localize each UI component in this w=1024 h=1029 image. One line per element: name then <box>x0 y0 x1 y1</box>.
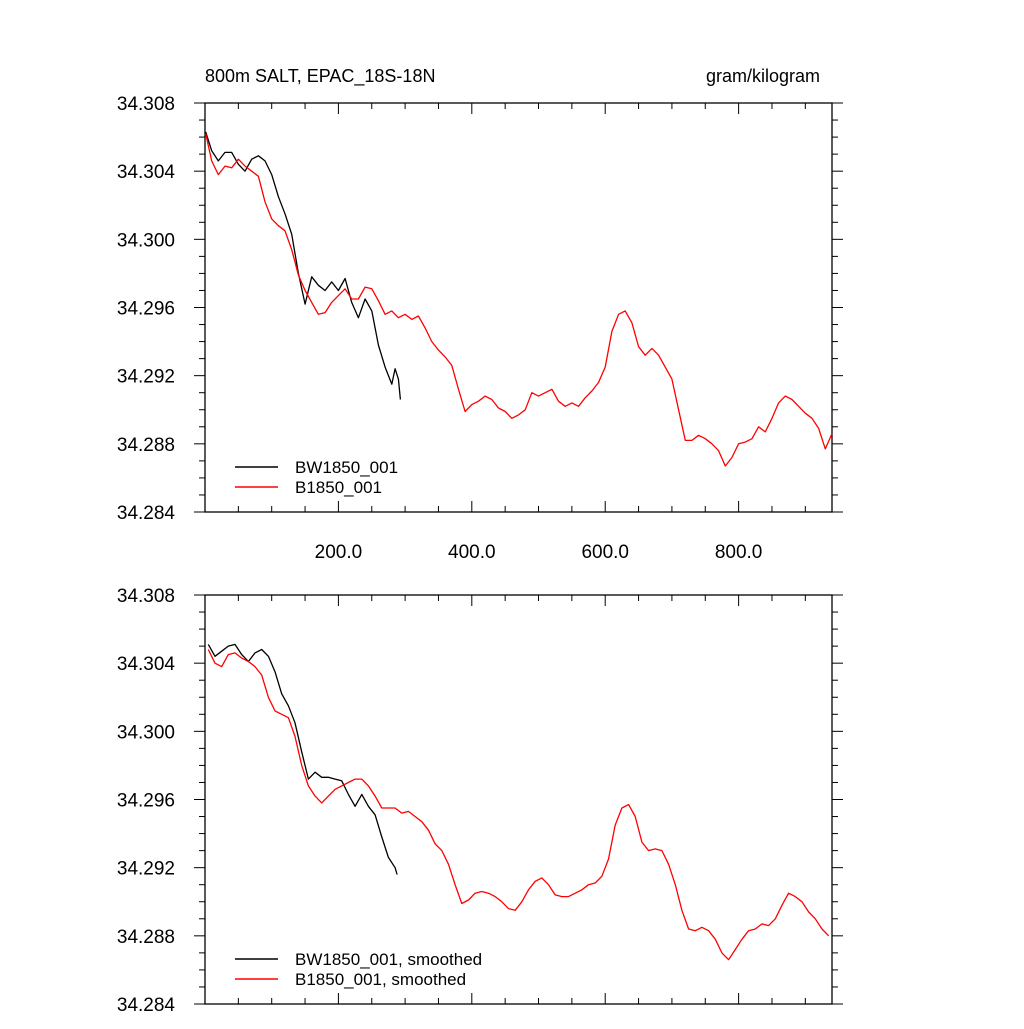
top-x-tick-label: 200.0 <box>315 542 363 563</box>
top-y-tick-label: 34.300 <box>117 230 175 251</box>
bottom-y-tick-label: 34.296 <box>117 791 175 812</box>
bottom-panel: 34.284 34.288 34.292 34.296 34.300 34.304 34.3… <box>117 586 843 1016</box>
top-y-tick-label: 34.292 <box>117 367 175 388</box>
bottom-ticks <box>194 594 843 1005</box>
top-series-line-1 <box>205 131 402 400</box>
top-plot-frame <box>204 102 833 513</box>
bottom-y-tick-label: 34.304 <box>117 654 176 675</box>
bottom-y-tick-label: 34.292 <box>117 859 175 880</box>
bottom-plot-frame <box>204 594 833 1005</box>
top-series-line-2 <box>205 133 833 467</box>
top-panel-units: gram/kilogram <box>706 66 820 86</box>
top-ticks <box>194 102 843 513</box>
top-legend-label-2: B1850_001 <box>295 478 382 497</box>
top-panel-title: 800m SALT, EPAC_18S-18N <box>205 66 435 87</box>
bottom-y-tick-label: 34.284 <box>117 995 176 1016</box>
top-y-tick-label: 34.308 <box>117 94 175 115</box>
top-y-tick-label: 34.296 <box>117 299 175 320</box>
top-x-tick-label: 800.0 <box>715 542 763 563</box>
bottom-y-tick-label: 34.288 <box>117 927 175 948</box>
bottom-legend-label-1: BW1850_001, smoothed <box>295 950 482 969</box>
top-y-tick-label: 34.304 <box>117 162 176 183</box>
top-legend-label-1: BW1850_001 <box>295 458 398 477</box>
bottom-y-tick-label: 34.300 <box>117 722 175 743</box>
top-panel: 800m SALT, EPAC_18S-18N gram/kilogram 34… <box>117 66 843 563</box>
top-y-tick-label: 34.288 <box>117 435 175 456</box>
bottom-legend-label-2: B1850_001, smoothed <box>295 970 466 989</box>
top-x-tick-label: 600.0 <box>581 542 629 563</box>
bottom-series-line-1 <box>207 643 398 875</box>
bottom-series-line-2 <box>207 649 830 961</box>
top-y-tick-label: 34.284 <box>117 503 176 524</box>
top-x-tick-label: 400.0 <box>448 542 496 563</box>
bottom-y-tick-label: 34.308 <box>117 586 175 607</box>
